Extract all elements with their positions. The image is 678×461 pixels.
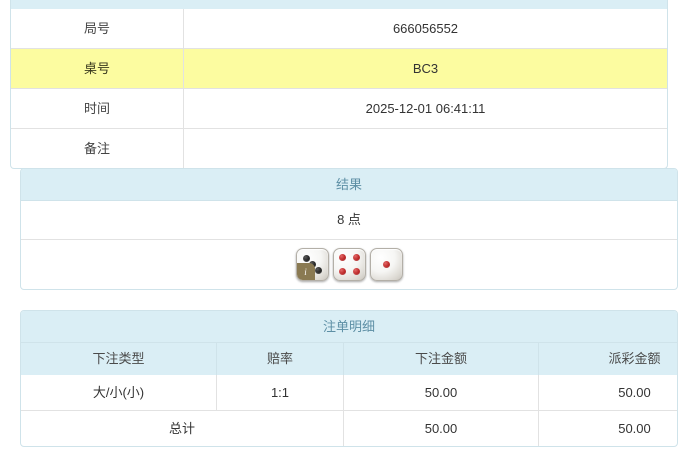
die-2-pip-2 [352,254,360,261]
info-row-time: 时间 2025-12-01 06:41:11 [11,88,667,129]
info-label-round: 局号 [11,9,184,49]
bet-table-header-row: 下注类型 赔率 下注金额 派彩金额 [21,343,677,375]
bet-col-amount: 下注金额 [343,343,539,375]
die-2-pip-1 [338,254,346,261]
info-row-round: 局号 666056552 [11,9,667,49]
bet-total-payout: 50.00 [538,410,677,446]
bet-total-row: 总计 50.00 50.00 [21,410,677,446]
die-2-pip-3 [338,268,346,275]
info-value-table: BC3 [183,48,667,89]
bet-row-payout: 50.00 [538,375,677,411]
die-1-pip-3 [314,267,322,274]
info-badge-icon[interactable]: i [296,263,315,280]
result-panel: 结果 8 点 i [20,168,678,290]
info-label-time: 时间 [11,88,184,129]
info-value-time: 2025-12-01 06:41:11 [183,88,667,129]
table-row: 大/小(小) 1:1 50.00 50.00 [21,375,677,411]
game-info-table: 局号 666056552 桌号 BC3 时间 2025-12-01 06:41:… [11,9,667,168]
die-1-pip-1 [302,255,310,262]
die-3-pip-1 [382,261,390,268]
bet-total-label: 总计 [21,410,344,446]
bet-total-amount: 50.00 [343,410,539,446]
die-1: i [295,248,329,281]
die-2 [332,248,366,281]
bet-row-amount: 50.00 [343,375,539,411]
die-2-pip-4 [352,268,360,275]
bet-col-payout: 派彩金额 [538,343,677,375]
bet-detail-table: 下注类型 赔率 下注金额 派彩金额 大/小(小) 1:1 50.00 50.00… [21,343,677,446]
info-label-table: 桌号 [11,48,184,89]
bet-section-title: 注单明细 [21,311,677,343]
result-points-text: 8 点 [21,201,677,240]
info-row-remark: 备注 [11,128,667,168]
bet-detail-panel: 注单明细 下注类型 赔率 下注金额 派彩金额 大/小(小) 1:1 50.00 … [20,310,678,447]
bet-col-odds: 赔率 [216,343,344,375]
info-label-remark: 备注 [11,128,184,168]
die-3 [369,248,403,281]
result-section-title: 结果 [21,169,677,201]
bet-row-odds: 1:1 [216,375,344,411]
dice-row: i [21,240,677,289]
info-value-round: 666056552 [183,9,667,49]
info-table-header-strip [10,0,668,9]
game-info-panel: 局号 666056552 桌号 BC3 时间 2025-12-01 06:41:… [10,9,668,169]
info-value-remark [183,128,667,168]
bet-row-type: 大/小(小) [21,375,217,411]
info-row-table: 桌号 BC3 [11,48,667,89]
bet-col-type: 下注类型 [21,343,217,375]
